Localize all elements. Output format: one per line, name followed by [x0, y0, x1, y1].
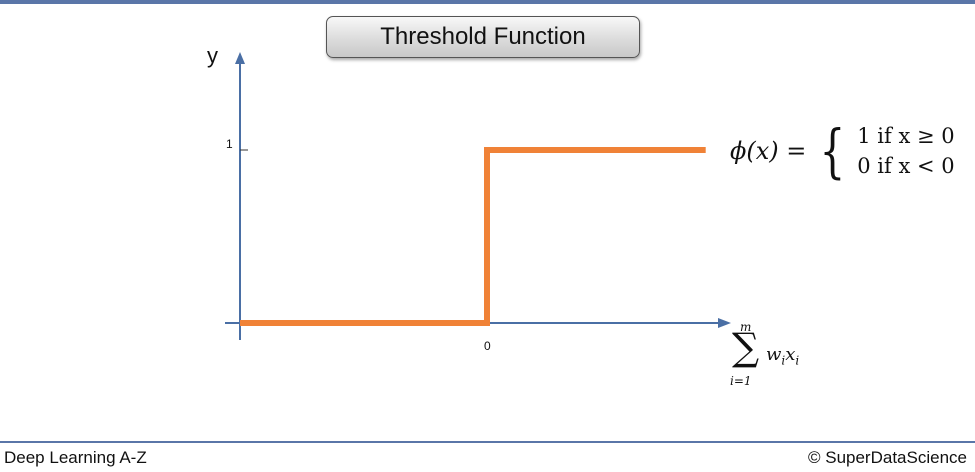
formula-cases: 1 if x ≥ 0 0 if x < 0	[857, 121, 954, 181]
x-axis-title-lower: i=1	[730, 374, 752, 388]
sigma-symbol: ∑	[732, 325, 760, 369]
axes: y	[207, 43, 731, 340]
y-tick-label: 1	[226, 137, 233, 151]
formula-case-2: 0 if x < 0	[857, 154, 955, 178]
x-axis-title-upper: m	[740, 320, 752, 334]
series-line	[240, 147, 706, 326]
y-axis-label: y	[207, 43, 218, 68]
formula-brace: {	[819, 117, 846, 185]
bottom-rule	[0, 441, 975, 443]
x-axis-arrow	[718, 318, 731, 328]
formula-case-1: 1 if x ≥ 0	[857, 124, 955, 148]
threshold-formula: ϕ(x) = { 1 if x ≥ 0 0 if x < 0	[730, 116, 955, 186]
top-rule	[0, 0, 975, 4]
footer-copyright: © SuperDataScience	[807, 448, 967, 467]
threshold-chart: y 10	[207, 43, 731, 353]
x-tick-label: 0	[484, 339, 491, 353]
x-axis-title-body: wixi	[766, 344, 800, 368]
ticks: 10	[226, 137, 491, 353]
curve	[240, 147, 706, 326]
chart-title: Threshold Function	[326, 16, 640, 58]
y-axis-arrow	[235, 52, 245, 64]
x-axis-title: m ∑ i=1 wixi	[728, 320, 818, 392]
formula-lhs: ϕ(x) =	[730, 137, 807, 165]
footer-course: Deep Learning A-Z	[4, 448, 147, 467]
